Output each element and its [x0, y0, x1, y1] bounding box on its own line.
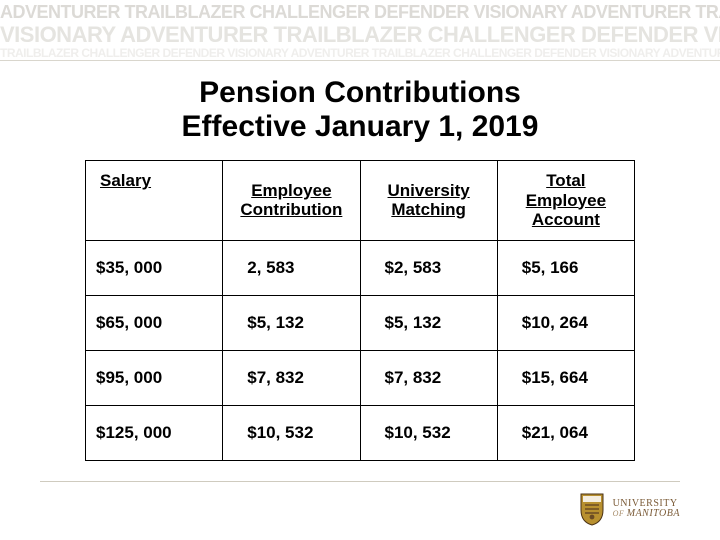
cell-salary: $35, 000 [86, 240, 223, 295]
header-total: Total Employee Account [497, 161, 634, 241]
cell-employee: 2, 583 [223, 240, 360, 295]
cell-university: $2, 583 [360, 240, 497, 295]
cell-total: $10, 264 [497, 295, 634, 350]
bg-words-1: ADVENTURER TRAILBLAZER CHALLENGER DEFEND… [0, 2, 720, 23]
cell-salary: $65, 000 [86, 295, 223, 350]
cell-total: $15, 664 [497, 350, 634, 405]
table-row: $65, 000 $5, 132 $5, 132 $10, 264 [86, 295, 635, 350]
cell-employee: $5, 132 [223, 295, 360, 350]
cell-employee: $7, 832 [223, 350, 360, 405]
table-row: $95, 000 $7, 832 $7, 832 $15, 664 [86, 350, 635, 405]
cell-total: $21, 064 [497, 405, 634, 460]
cell-university: $10, 532 [360, 405, 497, 460]
cell-salary: $95, 000 [86, 350, 223, 405]
logo-line-2: OF [613, 509, 625, 518]
title-line-1: Pension Contributions [0, 76, 720, 110]
cell-salary: $125, 000 [86, 405, 223, 460]
table-row: $125, 000 $10, 532 $10, 532 $21, 064 [86, 405, 635, 460]
header-employee: Employee Contribution [223, 161, 360, 241]
top-divider [0, 60, 720, 61]
bg-words-2: VISIONARY ADVENTURER TRAILBLAZER CHALLEN… [0, 22, 720, 48]
header-salary: Salary [86, 161, 223, 241]
table-header-row: Salary Employee Contribution University … [86, 161, 635, 241]
cell-university: $5, 132 [360, 295, 497, 350]
pension-table: Salary Employee Contribution University … [85, 160, 635, 461]
logo-line-3: MANITOBA [627, 508, 680, 519]
crest-icon [579, 492, 605, 526]
cell-university: $7, 832 [360, 350, 497, 405]
cell-total: $5, 166 [497, 240, 634, 295]
university-logo: UNIVERSITY OF MANITOBA [579, 492, 680, 526]
logo-text: UNIVERSITY OF MANITOBA [613, 499, 680, 520]
footer-divider [40, 481, 680, 482]
title-line-2: Effective January 1, 2019 [0, 110, 720, 144]
cell-employee: $10, 532 [223, 405, 360, 460]
bg-words-3: TRAILBLAZER CHALLENGER DEFENDER VISIONAR… [0, 46, 720, 60]
slide: ADVENTURER TRAILBLAZER CHALLENGER DEFEND… [0, 0, 720, 540]
header-university: University Matching [360, 161, 497, 241]
page-title: Pension Contributions Effective January … [0, 76, 720, 143]
table-row: $35, 000 2, 583 $2, 583 $5, 166 [86, 240, 635, 295]
